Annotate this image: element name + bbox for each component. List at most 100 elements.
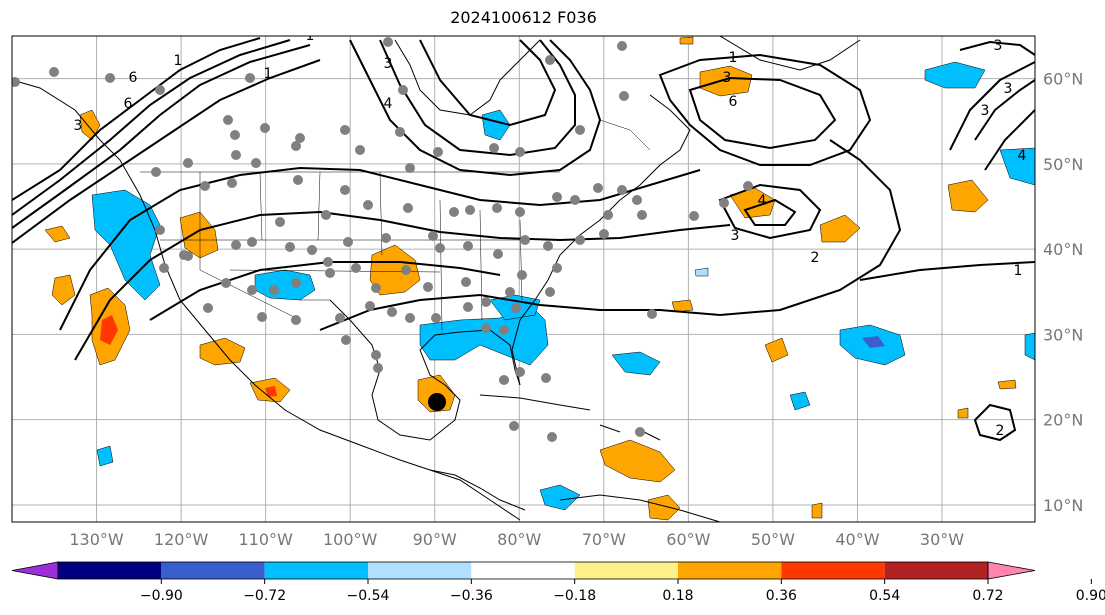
contour-line [973,403,1017,442]
positive-anomaly-region [79,109,101,141]
colorbar-segment [161,562,265,579]
station-dot [223,115,233,125]
station-dot [593,183,603,193]
station-dot [463,302,473,312]
longitude-label: 130°W [69,530,124,549]
station-dot [603,210,613,220]
negative-anomaly-region [924,61,986,89]
station-dot [575,235,585,245]
station-dot [481,297,491,307]
contour-label: 1 [306,28,315,44]
longitude-label: 110°W [238,530,293,549]
station-dot [285,242,295,252]
station-dot [719,198,729,208]
station-dot [428,231,438,241]
greenland-coast [719,36,861,71]
contour-label: 3 [994,38,1003,54]
station-dot [543,241,553,251]
contour-label: 3 [384,56,393,72]
contour-label: 3 [723,70,732,86]
station-dot [433,147,443,157]
station-dot [365,301,375,311]
station-dot [515,367,525,377]
station-dot [401,265,411,275]
station-dot [499,325,509,335]
station-dot [231,150,241,160]
station-dot [381,233,391,243]
contour-label: 3 [981,103,990,119]
storm-center-marker [428,393,446,411]
south-america-coast [559,494,721,522]
latitude-label: 60°N [1043,70,1083,89]
colorbar-tick-label: 0.72 [972,588,1003,604]
station-dot [689,211,699,221]
contour-label: 3 [74,118,83,134]
colorbar-segment [678,562,782,579]
contour-label: 1 [174,53,183,69]
longitude-label: 100°W [323,530,378,549]
north-america-west-coast [12,79,521,521]
contour-line [12,44,311,229]
contour-label: 6 [124,96,133,112]
longitude-label: 60°W [666,530,710,549]
negative-anomaly-region [789,391,811,411]
station-dot [325,268,335,278]
colorbar-tick-label: 0.18 [662,588,693,604]
station-dot [465,205,475,215]
station-dot [231,240,241,250]
north-america-east-coast [511,94,691,386]
contour-line [974,79,1035,141]
contour-line [984,109,1035,171]
station-dot [257,312,267,322]
colorbar-segment [58,562,162,579]
station-dot [230,130,240,140]
contour-line [688,76,837,150]
station-dot [509,421,519,431]
positive-anomaly-region [957,407,969,419]
station-dot [251,158,261,168]
station-dot [515,147,525,157]
positive-anomaly-region [599,439,676,483]
colorbar-extend-high [987,561,1036,580]
colorbar-segment [471,562,575,579]
colorbar-tick-label: 0.36 [766,588,797,604]
positive-anomaly-region [51,274,76,306]
station-dot [49,67,59,77]
colorbar-segment [368,562,472,579]
station-dot [105,73,115,83]
station-dot [499,375,509,385]
longitude-label: 40°W [835,530,879,549]
station-dot [617,41,627,51]
contour-label: 1 [264,66,273,82]
station-dot [343,237,353,247]
station-dot [291,315,301,325]
colorbar-segment [884,562,988,579]
station-dot [323,257,333,267]
station-dot [398,85,408,95]
contour-line [419,39,557,127]
station-dot [461,277,471,287]
positive-anomaly-region [947,179,989,213]
contour-label: 2 [996,423,1005,439]
contour-label: 2 [811,250,820,266]
longitude-label: 80°W [497,530,541,549]
station-dot [247,237,257,247]
station-dot [575,125,585,135]
station-dot [552,263,562,273]
station-dot [373,363,383,373]
contour-lines [12,37,1035,442]
colorbar-tick-label: 0.54 [869,588,900,604]
longitude-label: 70°W [582,530,626,549]
station-dot [340,185,350,195]
station-dot [221,278,231,288]
station-dot [481,323,491,333]
anomaly-shading [44,36,1035,521]
station-dot [387,307,397,317]
longitude-label: 50°W [751,530,795,549]
contour-line [959,40,1035,56]
contour-label: 3 [1004,81,1013,97]
station-dot [183,251,193,261]
longitude-labels: 130°W 120°W 110°W 100°W 90°W 80°W 70°W 60°W 50°W… [69,530,964,549]
contour-line [718,183,822,240]
